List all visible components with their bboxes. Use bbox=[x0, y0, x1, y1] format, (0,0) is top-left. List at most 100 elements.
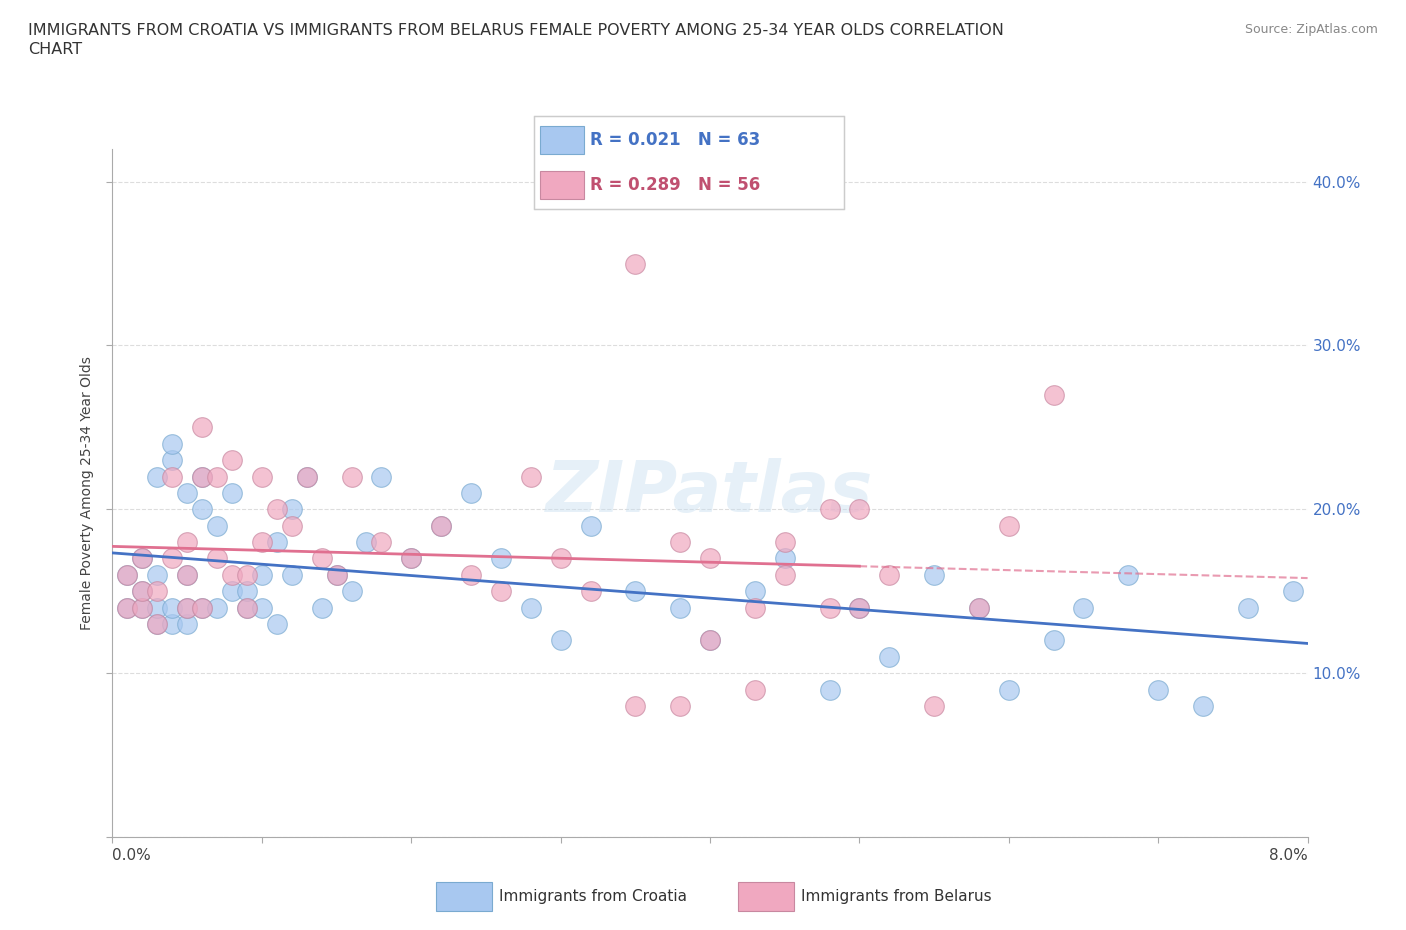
Point bbox=[997, 682, 1019, 697]
Point bbox=[250, 469, 273, 484]
Point bbox=[997, 518, 1019, 533]
Point bbox=[520, 600, 543, 615]
Point bbox=[922, 567, 945, 582]
Point bbox=[131, 600, 153, 615]
Point bbox=[773, 535, 796, 550]
Point bbox=[1147, 682, 1170, 697]
FancyBboxPatch shape bbox=[540, 171, 583, 199]
Point bbox=[818, 682, 841, 697]
Point bbox=[489, 551, 512, 565]
Point bbox=[131, 551, 153, 565]
Point bbox=[236, 600, 259, 615]
Point bbox=[221, 453, 243, 468]
Point bbox=[191, 502, 214, 517]
Point bbox=[699, 633, 721, 648]
Point bbox=[221, 584, 243, 599]
Point bbox=[744, 600, 766, 615]
Point bbox=[131, 551, 153, 565]
FancyBboxPatch shape bbox=[738, 882, 794, 911]
Point bbox=[430, 518, 453, 533]
Point bbox=[117, 600, 139, 615]
Point bbox=[162, 617, 183, 631]
Point bbox=[191, 469, 214, 484]
Point bbox=[117, 567, 139, 582]
Point bbox=[162, 436, 183, 451]
Point bbox=[848, 502, 870, 517]
Point bbox=[162, 453, 183, 468]
Point bbox=[1042, 633, 1064, 648]
Point bbox=[1237, 600, 1260, 615]
Point bbox=[818, 502, 841, 517]
Point bbox=[176, 617, 198, 631]
Point bbox=[356, 535, 378, 550]
Point bbox=[550, 633, 572, 648]
Point bbox=[221, 485, 243, 500]
Point bbox=[236, 584, 259, 599]
Y-axis label: Female Poverty Among 25-34 Year Olds: Female Poverty Among 25-34 Year Olds bbox=[80, 356, 94, 630]
Point bbox=[624, 256, 647, 271]
Point bbox=[131, 584, 153, 599]
Point bbox=[430, 518, 453, 533]
Point bbox=[744, 682, 766, 697]
Point bbox=[176, 485, 198, 500]
Point bbox=[967, 600, 990, 615]
Point bbox=[818, 600, 841, 615]
Point bbox=[1042, 387, 1064, 402]
Point bbox=[236, 600, 259, 615]
Point bbox=[370, 535, 392, 550]
Text: R = 0.289   N = 56: R = 0.289 N = 56 bbox=[591, 176, 761, 194]
Point bbox=[191, 600, 214, 615]
Point bbox=[250, 535, 273, 550]
Point bbox=[669, 600, 692, 615]
Point bbox=[489, 584, 512, 599]
Point bbox=[848, 600, 870, 615]
Point bbox=[295, 469, 318, 484]
FancyBboxPatch shape bbox=[436, 882, 492, 911]
Point bbox=[699, 633, 721, 648]
Point bbox=[146, 584, 169, 599]
Point bbox=[325, 567, 347, 582]
Point bbox=[579, 518, 602, 533]
Text: Immigrants from Croatia: Immigrants from Croatia bbox=[499, 889, 688, 904]
Text: IMMIGRANTS FROM CROATIA VS IMMIGRANTS FROM BELARUS FEMALE POVERTY AMONG 25-34 YE: IMMIGRANTS FROM CROATIA VS IMMIGRANTS FR… bbox=[28, 23, 1004, 38]
Text: 0.0%: 0.0% bbox=[112, 848, 152, 863]
Text: 8.0%: 8.0% bbox=[1268, 848, 1308, 863]
Point bbox=[370, 469, 392, 484]
Point bbox=[340, 469, 363, 484]
Point bbox=[1281, 584, 1303, 599]
Text: CHART: CHART bbox=[28, 42, 82, 57]
Point bbox=[117, 600, 139, 615]
Point bbox=[205, 600, 228, 615]
Point bbox=[205, 518, 228, 533]
Point bbox=[460, 567, 482, 582]
Point bbox=[340, 584, 363, 599]
Point bbox=[773, 567, 796, 582]
Point bbox=[266, 617, 288, 631]
FancyBboxPatch shape bbox=[540, 126, 583, 154]
Point bbox=[176, 600, 198, 615]
Point bbox=[877, 649, 900, 664]
Point bbox=[1192, 698, 1215, 713]
Point bbox=[460, 485, 482, 500]
Text: Immigrants from Belarus: Immigrants from Belarus bbox=[801, 889, 993, 904]
Point bbox=[744, 584, 766, 599]
Point bbox=[669, 698, 692, 713]
Point bbox=[176, 567, 198, 582]
Point bbox=[922, 698, 945, 713]
Point bbox=[311, 551, 333, 565]
Point bbox=[176, 567, 198, 582]
Point bbox=[176, 600, 198, 615]
Point bbox=[520, 469, 543, 484]
Point bbox=[624, 584, 647, 599]
Point bbox=[191, 469, 214, 484]
Point bbox=[311, 600, 333, 615]
Point bbox=[146, 617, 169, 631]
Point bbox=[401, 551, 423, 565]
Point bbox=[281, 567, 304, 582]
Point bbox=[191, 420, 214, 435]
Point bbox=[191, 600, 214, 615]
Point bbox=[146, 617, 169, 631]
Point bbox=[162, 469, 183, 484]
Text: Source: ZipAtlas.com: Source: ZipAtlas.com bbox=[1244, 23, 1378, 36]
Point bbox=[250, 600, 273, 615]
